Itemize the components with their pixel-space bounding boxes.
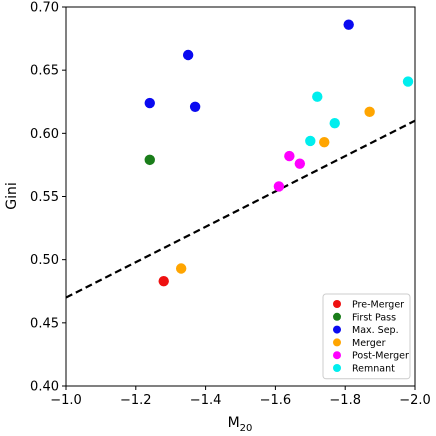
y-tick-label: 0.60 [30,127,59,142]
legend-label-post-merger: Post-Merger [352,351,409,362]
legend-box [322,293,411,380]
legend-label-max-sep: Max. Sep. [352,325,399,336]
y-tick-label: 0.65 [30,64,59,79]
legend-item-first-pass: First Pass [333,312,396,323]
legend-marker-merger [333,338,341,347]
series-first-pass [144,154,155,166]
legend-label-remnant: Remnant [352,364,395,375]
data-point-post-merger-2 [284,150,295,162]
legend-label-pre-merger: Pre-Merger [352,300,404,311]
legend-item-pre-merger: Pre-Merger [333,300,404,311]
data-point-remnant-3 [329,118,340,129]
data-point-remnant-1 [305,135,316,147]
y-axis-label: Gini [4,182,20,210]
data-point-max-sep-1 [144,97,155,109]
y-tick-label: 0.40 [30,380,59,395]
data-point-post-merger-3 [294,158,306,169]
x-tick-label: −1.2 [120,393,152,408]
series-remnant [305,76,414,147]
data-point-merger-1 [175,263,187,274]
legend-marker-first-pass [333,312,341,321]
x-tick-label: −1.8 [329,393,361,408]
legend-label-first-pass: First Pass [352,312,396,323]
x-tick-label: −1.6 [260,393,292,408]
series-merger [175,106,375,274]
x-tick-label: −2.0 [399,393,431,408]
y-tick-label: 0.50 [30,253,59,268]
x-tick-label: −1.4 [190,393,222,408]
legend-item-max-sep: Max. Sep. [333,325,399,336]
legend-item-remnant: Remnant [333,364,395,375]
data-point-max-sep-2 [182,49,194,61]
data-point-pre-merger-1 [158,275,169,287]
legend-item-post-merger: Post-Merger [333,351,409,362]
x-tick-label: −1.0 [50,393,82,408]
legend-marker-remnant [333,364,341,372]
legend-marker-post-merger [333,351,341,360]
data-point-remnant-2 [312,91,323,102]
legend-marker-pre-merger [333,300,341,308]
y-tick-label: 0.70 [30,1,59,16]
x-axis-label: M20 [228,415,253,434]
series-max-sep [144,19,354,113]
legend-label-merger: Merger [352,338,386,349]
data-point-post-merger-1 [273,181,285,192]
legend-item-merger: Merger [333,338,386,349]
x-axis-label-subscript: 20 [240,423,253,434]
data-point-merger-2 [319,136,330,148]
series-post-merger [273,150,306,192]
series-pre-merger [158,275,169,287]
y-tick-label: 0.45 [30,316,59,331]
legend-marker-max-sep [333,325,341,334]
data-point-merger-3 [364,106,375,118]
data-point-max-sep-3 [189,101,201,113]
y-tick-label: 0.55 [30,190,59,205]
data-point-remnant-4 [402,76,414,87]
data-point-max-sep-4 [343,19,354,30]
data-points-layer [144,19,414,287]
tick-layer: −1.0 −1.2 −1.4 −1.6 −1.8 −2.0 0.40 0.45 0.50 0.55… [30,1,431,409]
x-axis-label-main: M [228,415,240,431]
data-point-first-pass-1 [144,154,155,166]
